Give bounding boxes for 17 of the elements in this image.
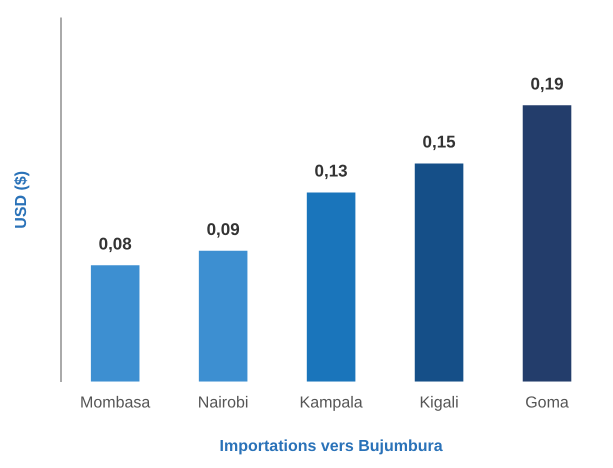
data-label: 0,08	[98, 234, 132, 254]
x-tick-label: Mombasa	[80, 394, 150, 412]
data-label: 0,13	[314, 162, 348, 181]
x-tick-label: Goma	[525, 394, 569, 412]
data-label: 0,15	[422, 132, 456, 152]
bar	[306, 192, 356, 382]
bar	[90, 265, 140, 382]
data-label: 0,09	[206, 220, 240, 239]
y-axis-title: USD ($)	[13, 170, 30, 229]
x-axis-title: Importations vers Bujumbura	[220, 438, 443, 455]
x-tick-label: Kigali	[419, 394, 459, 412]
x-tick-label: Kampala	[300, 394, 363, 412]
bar	[198, 250, 248, 382]
bar	[522, 105, 572, 382]
bar	[414, 163, 464, 382]
data-label: 0,19	[530, 74, 564, 94]
x-tick-label: Nairobi	[198, 394, 248, 412]
